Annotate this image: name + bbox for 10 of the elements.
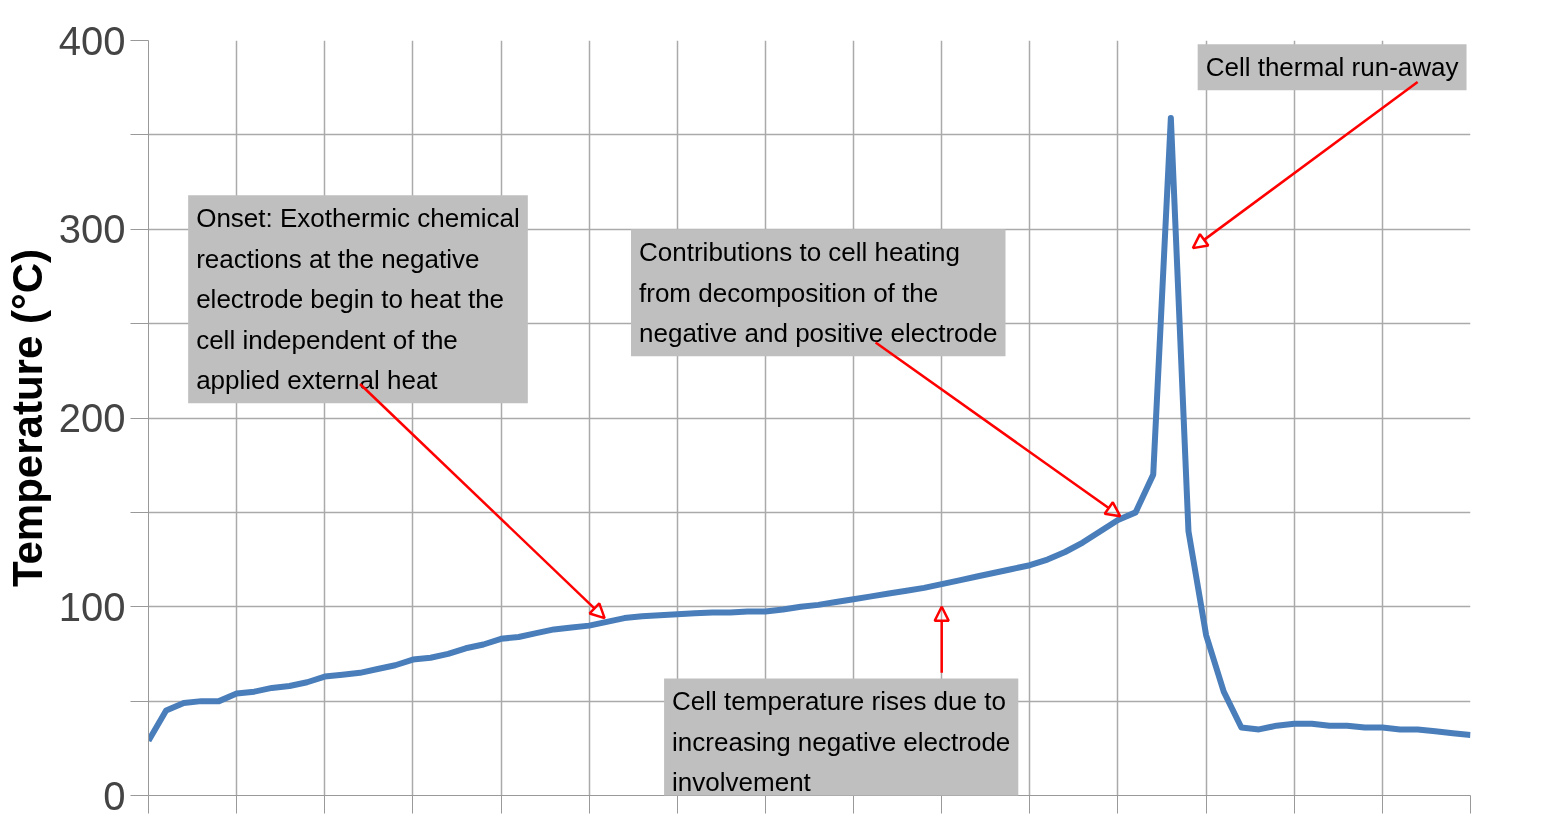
annotation: Contributions to cell heating from decomposition of the negative and positive electrode: [639, 237, 998, 349]
y-tick-label: 200: [58, 396, 126, 440]
y-axis-title: Temperature (°C): [3, 248, 51, 588]
y-tick-label: 0: [103, 773, 126, 818]
annotation: Cell temperature rises due to increasing negative electrode involvement: [672, 686, 1011, 798]
annotation: Cell thermal run-away: [1205, 52, 1459, 83]
y-tick-label: 400: [58, 18, 126, 63]
annotation: Onset: Exothermic chemical reactions at the negative electrode begin to heat the cell independent of the applied external heat: [196, 203, 520, 396]
y-tick-label: 100: [58, 584, 126, 629]
y-tick-label: 300: [58, 207, 126, 252]
